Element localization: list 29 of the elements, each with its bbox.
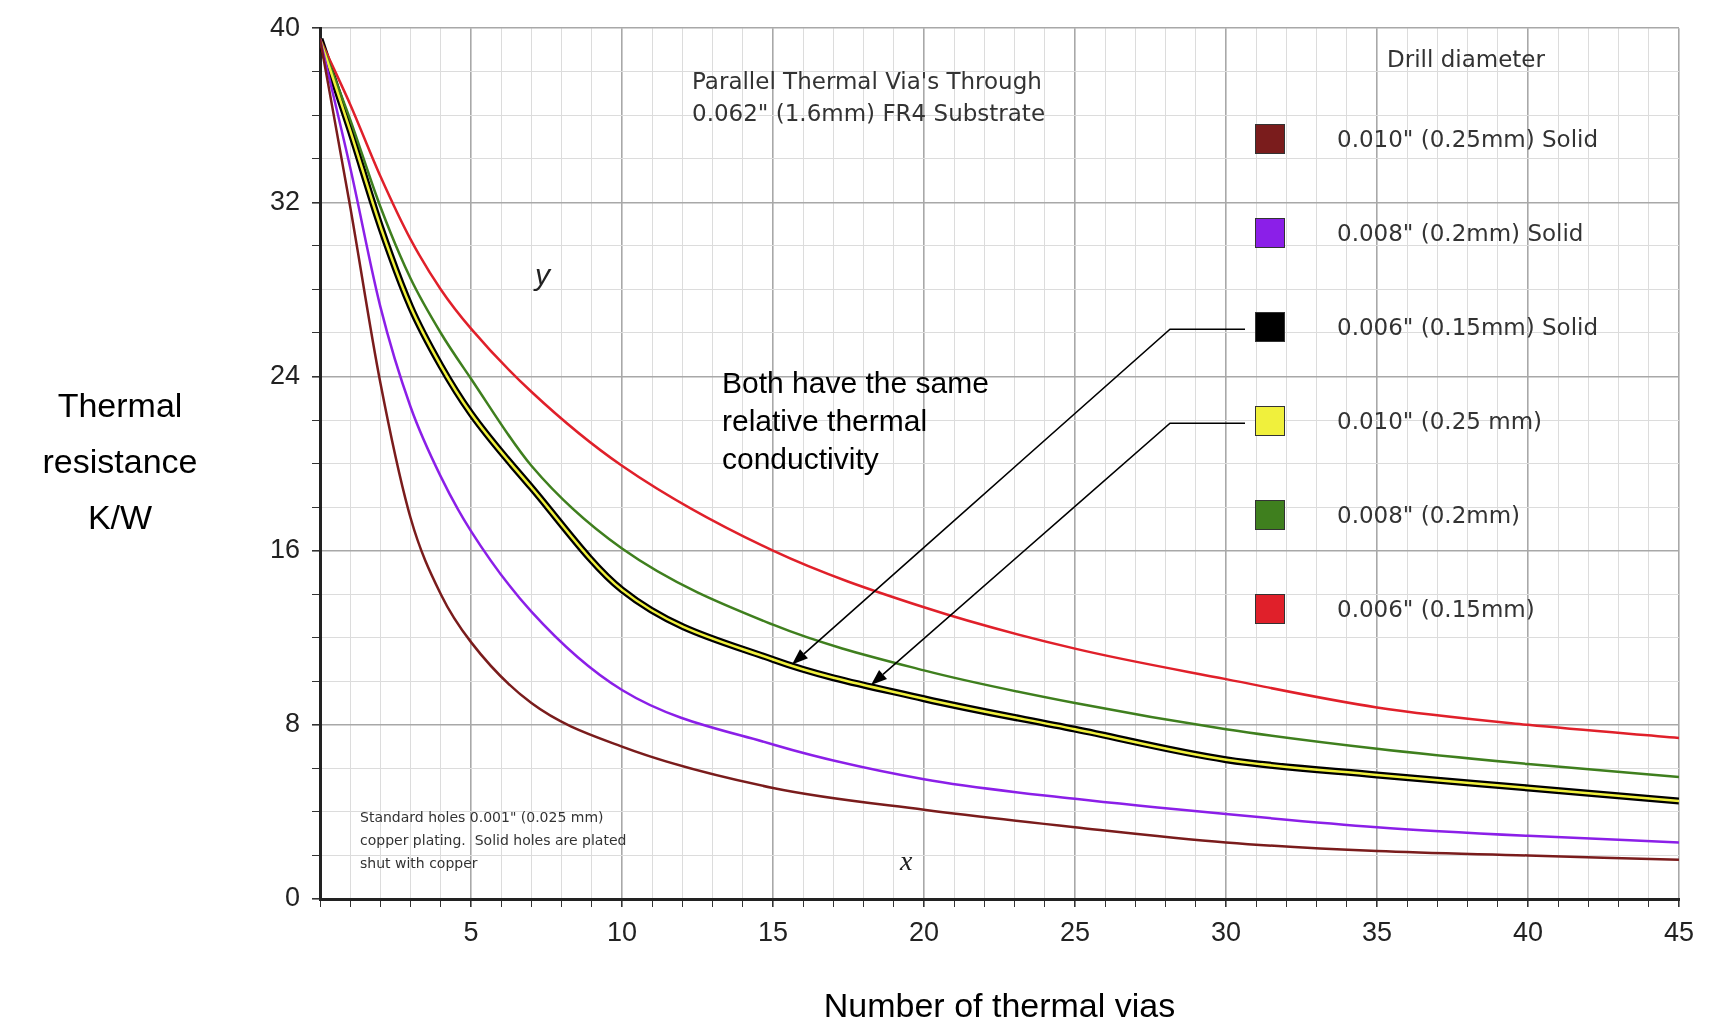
x-tick-label: 25 <box>1059 916 1091 947</box>
annotation: Both have the same relative thermal conductivity <box>722 366 989 476</box>
legend-label: 0.006" (0.15mm) Solid <box>1337 314 1599 341</box>
y-tick-label: 8 <box>284 708 300 739</box>
y-tick-label: 0 <box>284 882 300 913</box>
legend-label: 0.008" (0.2mm) <box>1337 502 1521 529</box>
legend-label: 0.008" (0.2mm) Solid <box>1337 220 1584 247</box>
x-tick-label: 5 <box>463 916 479 947</box>
legend-title: Drill diameter <box>1387 46 1545 73</box>
legend-label: 0.010" (0.25mm) Solid <box>1337 126 1599 153</box>
y-tick-label: 32 <box>269 185 300 216</box>
x-tick-label: 10 <box>606 916 638 947</box>
annotation: Standard holes 0.001" (0.025 mm) copper plating. Solid holes are plated shut with copper <box>360 808 627 871</box>
y-axis-title: Thermal resistance K/W <box>42 385 198 536</box>
x-axis-title: Number of thermal vias <box>823 986 1176 1025</box>
y-tick-label: 40 <box>269 11 300 42</box>
legend-label: 0.006" (0.15mm) <box>1337 596 1535 623</box>
x-tick-label: 40 <box>1512 916 1544 947</box>
x-tick-label: 45 <box>1663 916 1695 947</box>
x-tick-label: 20 <box>908 916 940 947</box>
y-tick-label: 16 <box>269 534 300 565</box>
x-tick-label: 30 <box>1210 916 1242 947</box>
text: Parallel Thermal Via's Through 0.062" (1.6mm) FR4 Substrate <box>692 68 1046 127</box>
legend-label: 0.010" (0.25 mm) <box>1337 408 1543 435</box>
x-tick-label: 15 <box>757 916 789 947</box>
y-tick-label: 24 <box>269 359 300 390</box>
x-tick-label: 35 <box>1361 916 1393 947</box>
annotation: y <box>533 257 552 291</box>
annotation: x <box>899 845 913 877</box>
